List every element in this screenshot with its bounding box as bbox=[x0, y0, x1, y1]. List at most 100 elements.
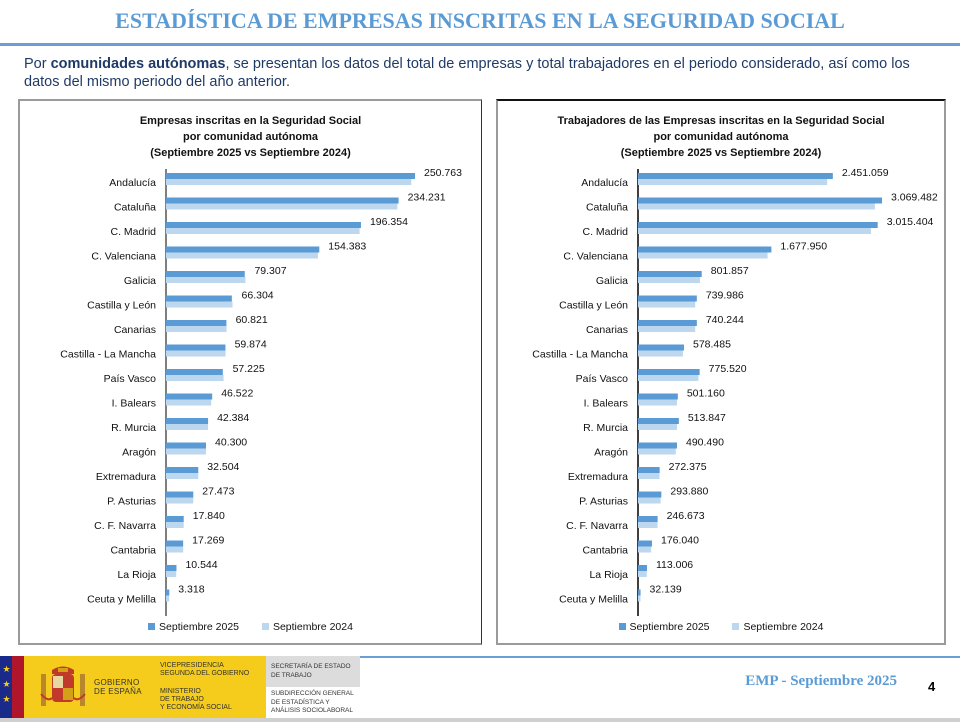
legend-swatch-2025 bbox=[618, 623, 626, 630]
bar-2024 bbox=[166, 326, 227, 332]
category-label: I. Balears bbox=[112, 398, 156, 410]
chart-panel-empresas: Empresas inscritas en la Seguridad Socia… bbox=[18, 99, 482, 645]
bar-2024 bbox=[166, 375, 224, 381]
footer-bottom-bar bbox=[0, 718, 960, 722]
category-label: Galicia bbox=[124, 275, 156, 287]
category-label: C. F. Navarra bbox=[94, 520, 156, 532]
bar-2024 bbox=[638, 473, 660, 479]
bar-chart-empresas: Andalucía 250.763 Cataluña 234.231 C. Madrid… bbox=[60, 167, 462, 616]
bar-2025 bbox=[638, 491, 662, 498]
logo-text-line: DE ESPAÑA bbox=[94, 687, 142, 696]
bar-2024 bbox=[638, 301, 696, 308]
chart-title-line: Empresas inscritas en la Seguridad Socia… bbox=[139, 115, 362, 127]
bar-2025 bbox=[166, 246, 320, 253]
logo-text-line: Y ECONOMÍA SOCIAL bbox=[160, 704, 232, 711]
bar-2025 bbox=[166, 197, 399, 204]
bar-2024 bbox=[166, 228, 360, 234]
category-label: Castilla - La Mancha bbox=[60, 349, 156, 361]
coat-of-arms-icon bbox=[40, 666, 86, 706]
bar-2024 bbox=[166, 473, 199, 479]
chart-title-line: Trabajadores de las Empresas inscritas e… bbox=[557, 115, 885, 127]
category-label: Andalucía bbox=[581, 177, 628, 189]
logo-text-line: VICEPRESIDENCIA bbox=[160, 662, 224, 669]
value-label: 739.986 bbox=[706, 290, 744, 302]
bar-2024 bbox=[638, 546, 652, 553]
value-label: 79.307 bbox=[254, 265, 286, 277]
bar-2025 bbox=[638, 540, 652, 547]
bar-2025 bbox=[638, 589, 641, 596]
value-label: 154.383 bbox=[328, 241, 366, 253]
bar-2024 bbox=[166, 301, 233, 308]
footer-divider bbox=[360, 656, 960, 658]
category-label: Castilla y León bbox=[87, 300, 156, 312]
category-label: Ceuta y Melilla bbox=[87, 594, 156, 606]
bar-2024 bbox=[166, 448, 207, 455]
gobierno-text: GOBIERNO DE ESPAÑA bbox=[94, 678, 142, 696]
category-label: Cantabria bbox=[582, 545, 628, 557]
bar-2025 bbox=[638, 271, 702, 277]
bar-2025 bbox=[638, 467, 660, 473]
logo-text-line: DE ESTADÍSTICA Y bbox=[271, 698, 330, 706]
value-label: 293.880 bbox=[670, 486, 708, 498]
bar-2025 bbox=[638, 442, 677, 449]
bar-2025 bbox=[638, 246, 772, 253]
value-label: 60.821 bbox=[236, 314, 268, 326]
bar-2024 bbox=[166, 277, 246, 283]
category-label: Aragón bbox=[122, 447, 156, 459]
category-label: R. Murcia bbox=[583, 422, 628, 434]
bar-2024 bbox=[638, 277, 701, 283]
bar-2025 bbox=[638, 344, 684, 351]
category-label: Andalucía bbox=[109, 177, 156, 189]
value-label: 57.225 bbox=[233, 363, 265, 375]
category-label: Cantabria bbox=[110, 545, 156, 557]
bar-2024 bbox=[166, 497, 194, 504]
value-label: 46.522 bbox=[221, 388, 253, 400]
value-label: 66.304 bbox=[242, 290, 274, 302]
value-label: 40.300 bbox=[215, 437, 247, 449]
logo-text-line: MINISTERIO bbox=[160, 688, 201, 695]
eu-flag-band bbox=[0, 656, 12, 718]
subdireccion-box bbox=[266, 687, 360, 718]
bar-2025 bbox=[166, 442, 207, 449]
legend-item-2024: Septiembre 2024 bbox=[261, 621, 353, 633]
bar-2025 bbox=[166, 516, 184, 522]
bar-2025 bbox=[166, 467, 199, 473]
value-label: 196.354 bbox=[370, 216, 408, 228]
category-label: Canarias bbox=[114, 324, 156, 336]
category-label: C. Valenciana bbox=[91, 251, 156, 263]
bar-2024 bbox=[638, 179, 828, 185]
category-label: C. Madrid bbox=[582, 226, 628, 238]
value-label: 17.840 bbox=[193, 510, 225, 522]
category-label: La Rioja bbox=[117, 569, 156, 581]
category-label: Castilla - La Mancha bbox=[532, 349, 628, 361]
bar-2025 bbox=[638, 173, 833, 179]
value-label: 234.231 bbox=[408, 192, 446, 204]
bar-2024 bbox=[166, 203, 398, 210]
government-logo: ★ ★ ★ GOBIERNO DE ESPAÑA VICEPRESIDENCIA SEG… bbox=[0, 656, 360, 718]
bar-2025 bbox=[638, 418, 679, 424]
chart-title-trabajadores: Trabajadores de las Empresas inscritas e… bbox=[498, 113, 944, 161]
bar-2024 bbox=[638, 522, 658, 528]
value-label: 490.490 bbox=[686, 437, 724, 449]
value-label: 3.069.482 bbox=[891, 192, 938, 204]
legend-swatch-2025 bbox=[148, 623, 156, 630]
legend-item-2025: Septiembre 2025 bbox=[618, 621, 710, 633]
bar-2025 bbox=[638, 320, 697, 326]
chart-title-line: (Septiembre 2025 vs Septiembre 2024) bbox=[620, 147, 822, 159]
bar-2025 bbox=[166, 491, 194, 498]
category-label: Extremadura bbox=[96, 471, 156, 483]
report-label: EMP - Septiembre 2025 bbox=[745, 673, 897, 689]
bar-2025 bbox=[166, 540, 184, 547]
bar-2024 bbox=[638, 497, 661, 504]
value-label: 59.874 bbox=[235, 339, 267, 351]
bar-2024 bbox=[638, 350, 683, 357]
value-label: 246.673 bbox=[667, 510, 705, 522]
value-label: 272.375 bbox=[669, 461, 707, 473]
bar-2025 bbox=[166, 565, 177, 571]
legend-label: Septiembre 2025 bbox=[159, 621, 240, 633]
value-label: 176.040 bbox=[661, 535, 699, 547]
bar-2024 bbox=[166, 571, 177, 577]
bar-2024 bbox=[638, 203, 875, 210]
bar-2025 bbox=[638, 393, 678, 400]
value-label: 740.244 bbox=[706, 314, 744, 326]
